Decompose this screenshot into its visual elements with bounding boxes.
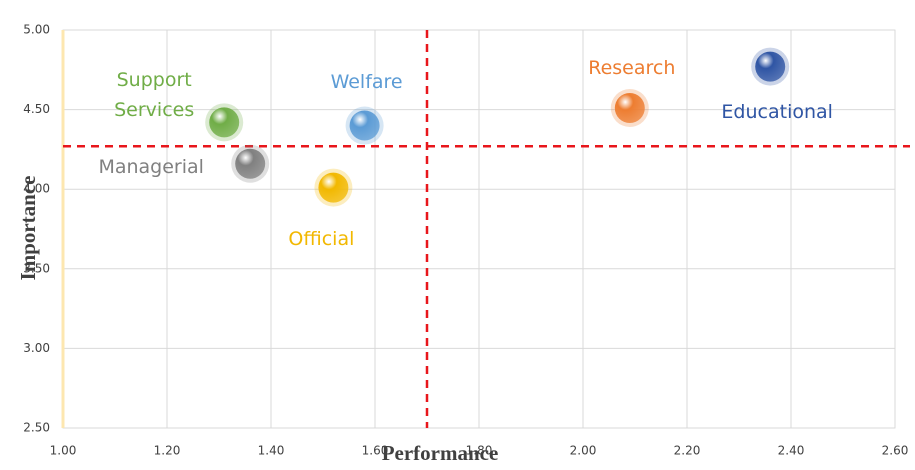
x-tick-label: 2.60 xyxy=(882,444,909,458)
x-tick-label: 1.80 xyxy=(466,444,493,458)
x-tick-label: 1.40 xyxy=(258,444,285,458)
y-axis-title: Importance xyxy=(16,176,40,281)
data-label: Managerial xyxy=(98,155,204,178)
x-tick-label: 2.00 xyxy=(570,444,597,458)
y-tick-label: 3.50 xyxy=(23,261,50,275)
y-tick-label: 4.50 xyxy=(23,102,50,116)
x-tick-label: 1.00 xyxy=(50,444,77,458)
data-label: Research xyxy=(588,57,676,79)
x-tick-label: 2.40 xyxy=(778,444,805,458)
point xyxy=(755,51,786,82)
x-tick-label: 2.20 xyxy=(674,444,701,458)
data-label: Official xyxy=(288,227,355,250)
y-tick-label: 3.00 xyxy=(23,341,50,355)
x-tick-label: 1.60 xyxy=(362,444,389,458)
point xyxy=(614,93,645,124)
point xyxy=(318,172,349,203)
point xyxy=(209,107,240,138)
data-label: Support Services xyxy=(114,69,195,122)
x-tick-label: 1.20 xyxy=(154,444,181,458)
y-tick-label: 2.50 xyxy=(23,421,50,435)
x-axis-title: Performance xyxy=(382,441,499,465)
data-label: Educational xyxy=(721,100,833,123)
data-label: Welfare xyxy=(330,70,403,93)
y-tick-label: 5.00 xyxy=(23,23,50,37)
point xyxy=(235,148,266,179)
point xyxy=(349,110,380,141)
y-tick-label: 4.00 xyxy=(23,182,50,196)
